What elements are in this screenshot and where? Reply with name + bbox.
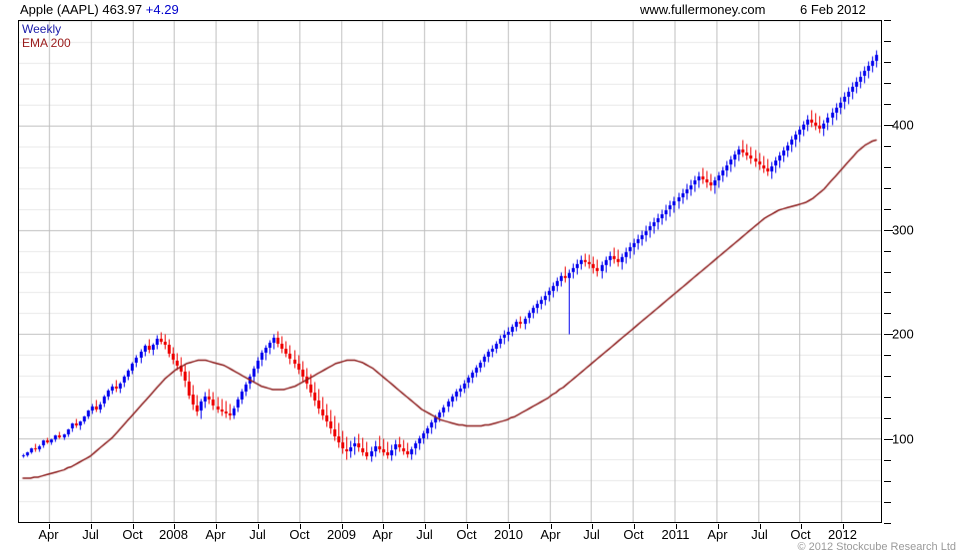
y-axis-tick [884,355,891,357]
y-axis-tick [884,397,891,399]
y-axis-tick [884,250,891,252]
y-axis-tick [884,208,891,210]
x-axis-tick [550,524,552,529]
instrument-name: Apple (AAPL) [20,2,99,17]
x-axis-tick [48,524,50,529]
y-axis-tick [884,103,891,105]
x-axis-label: Jul [751,527,768,542]
x-axis-label: 2010 [494,527,523,542]
y-axis-label: 400 [892,117,914,133]
x-axis-label: 2008 [159,527,188,542]
x-axis-tick [591,524,593,529]
x-axis: Apr Jul Oct 2008 Apr Jul Oct 2009 Apr Jul Oct 2010 A… [18,524,882,544]
x-axis-tick [842,524,844,529]
x-axis-label: Apr [372,527,393,542]
x-axis-tick [90,524,92,529]
x-axis-label: Apr [38,527,59,542]
y-axis-label: 200 [892,326,914,342]
y-axis-tick [884,334,893,336]
x-axis-label: 2009 [327,527,356,542]
x-axis-label: Oct [623,527,644,542]
x-axis-tick [215,524,217,529]
x-axis-label: 2011 [661,527,690,542]
y-axis-tick [884,145,891,147]
chart-date: 6 Feb 2012 [800,2,866,17]
x-axis-label: Oct [790,527,811,542]
y-axis-tick [884,313,891,315]
y-axis-tick [884,229,893,231]
y-axis-label: 300 [892,222,914,238]
y-axis-tick [884,124,893,126]
x-axis-tick [299,524,301,529]
y-axis-tick [884,271,891,273]
y-axis-tick [884,166,891,168]
x-axis-tick [173,524,175,529]
x-axis-label: Jul [583,527,600,542]
x-axis-tick [132,524,134,529]
x-axis-tick [508,524,510,529]
legend-series-label: Weekly [22,22,62,36]
x-axis-tick [382,524,384,529]
x-axis-label: Jul [416,527,433,542]
y-axis-tick [884,20,891,21]
y-axis-tick [884,523,891,524]
x-axis-tick [424,524,426,529]
y-axis-tick [884,82,891,84]
y-axis-tick [884,61,891,63]
x-axis-tick [759,524,761,529]
y-axis-tick [884,460,891,462]
price-change: +4.29 [145,2,179,17]
y-axis-tick [884,481,891,483]
x-axis-label: Oct [456,527,477,542]
x-axis-tick [717,524,719,529]
legend-overlay-label: EMA 200 [22,36,71,50]
y-axis-tick [884,376,891,378]
x-axis-tick [341,524,343,529]
x-axis-tick [466,524,468,529]
last-price: 463.97 [102,2,143,17]
x-axis-label: Apr [205,527,226,542]
y-axis-tick [884,187,891,189]
y-axis-label: 100 [892,431,914,447]
x-axis-label: Apr [540,527,561,542]
chart-title-bar: Apple (AAPL) 463.97 +4.29 [20,2,179,18]
y-axis-tick [884,502,891,504]
x-axis-tick [675,524,677,529]
copyright-notice: © 2012 Stockcube Research Ltd [797,541,956,553]
price-series-layer [19,21,881,522]
x-axis-label: Oct [289,527,310,542]
x-axis-label: Jul [249,527,266,542]
x-axis-label: 2012 [828,527,857,542]
y-axis-tick [884,439,893,441]
y-axis-tick [884,292,891,294]
plot-area[interactable]: Weekly EMA 200 [18,20,882,523]
x-axis-tick [257,524,259,529]
y-axis-tick [884,40,891,42]
x-axis-label: Apr [707,527,728,542]
x-axis-tick [800,524,802,529]
x-axis-tick [633,524,635,529]
source-website: www.fullermoney.com [640,2,766,17]
x-axis-label: Oct [122,527,143,542]
y-axis: 100 200 300 400 [884,20,944,524]
x-axis-label: Jul [82,527,99,542]
y-axis-tick [884,418,891,420]
